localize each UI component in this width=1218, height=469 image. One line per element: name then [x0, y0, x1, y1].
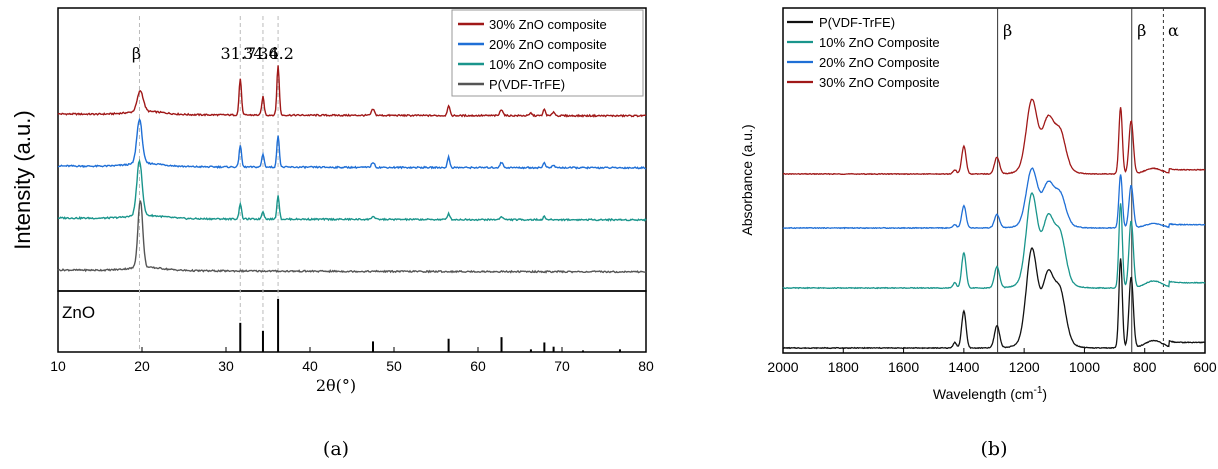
xrd-x-axis: 10 20 30 40 50 60 70 80	[50, 347, 654, 374]
ftir-x-tick-label-2: 1600	[888, 359, 919, 375]
ftir-series-group	[782, 98, 1206, 350]
xrd-x-tick-label-1: 20	[134, 358, 150, 374]
ftir-annotation-1: β	[1137, 21, 1146, 40]
ftir-annotation-0: β	[1003, 21, 1012, 40]
ftir-series-30-zno-composite	[783, 98, 1205, 176]
xrd-legend-label-0: 30% ZnO composite	[489, 17, 607, 32]
ftir-x-tick-label-3: 1400	[948, 359, 979, 375]
xrd-y-axis-label: Intensity (a.u.)	[10, 110, 35, 249]
xrd-x-tick-label-0: 10	[50, 358, 66, 374]
xrd-legend-label-2: 10% ZnO composite	[489, 57, 607, 72]
xrd-chart: 10 20 30 40 50 60 70 80 β 31.734.436.2 ZnO 30% Z…	[10, 7, 654, 460]
ftir-legend-label-0: P(VDF-TrFE)	[819, 15, 895, 30]
xrd-series-30-zno-composite	[57, 65, 647, 118]
xrd-annotations: β 31.734.436.2	[132, 44, 294, 63]
xrd-annotation-0: β	[132, 44, 141, 63]
xrd-series-p-vdf-trfe	[57, 200, 647, 274]
ftir-x-tick-label-0: 2000	[767, 359, 798, 375]
ftir-x-axis-label-sup: -1	[1034, 385, 1043, 396]
ftir-x-axis-label-main: Wavelength (cm	[933, 386, 1034, 402]
ftir-legend: P(VDF-TrFE) 10% ZnO Composite 20% ZnO Comp…	[787, 15, 940, 90]
ftir-x-tick-label-1: 1800	[828, 359, 859, 375]
xrd-series-20-zno-composite	[57, 117, 647, 170]
xrd-x-tick-label-5: 60	[470, 358, 486, 374]
xrd-x-tick-label-3: 40	[302, 358, 318, 374]
xrd-reference-frame	[57, 290, 647, 353]
ftir-legend-label-2: 20% ZnO Composite	[819, 55, 940, 70]
ftir-x-tick-label-4: 1200	[1009, 359, 1040, 375]
xrd-x-tick-label-7: 80	[638, 358, 654, 374]
ftir-x-tick-label-5: 1000	[1069, 359, 1100, 375]
ftir-series-20-zno-composite	[782, 167, 1206, 230]
ftir-series-p-vdf-trfe	[783, 247, 1206, 350]
ftir-frame	[782, 7, 1206, 354]
ftir-x-tick-label-6: 800	[1133, 359, 1157, 375]
ftir-y-axis-label: Absorbance (a.u.)	[739, 124, 755, 235]
xrd-reference-sticks	[239, 299, 621, 352]
ftir-chart: 2000 1800 1600 1400 1200 1000 800 600 β β α P(VDF…	[739, 7, 1217, 460]
xrd-legend-label-1: 20% ZnO composite	[489, 37, 607, 52]
xrd-peak-guides	[138, 16, 279, 352]
xrd-legend-label-3: P(VDF-TrFE)	[489, 77, 565, 92]
xrd-series-group	[57, 65, 647, 274]
xrd-annotation-2: 34.4	[243, 44, 279, 63]
xrd-x-tick-label-2: 30	[218, 358, 234, 374]
ftir-legend-label-1: 10% ZnO Composite	[819, 35, 940, 50]
ftir-x-axis: 2000 1800 1600 1400 1200 1000 800 600	[767, 348, 1217, 375]
ftir-x-axis-label: Wavelength (cm-1)	[933, 385, 1047, 402]
ftir-legend-label-3: 30% ZnO Composite	[819, 75, 940, 90]
xrd-x-tick-label-6: 70	[554, 358, 570, 374]
ftir-x-axis-label-suffix: )	[1042, 386, 1047, 402]
ftir-series-10-zno-composite	[782, 192, 1206, 290]
zno-reference-label: ZnO	[62, 303, 95, 322]
caption-a: (a)	[323, 438, 349, 460]
xrd-annotation-1: 31.7	[220, 44, 256, 63]
xrd-annotation-3: 36.2	[258, 44, 294, 63]
ftir-annotation-2: α	[1168, 21, 1179, 40]
ftir-x-tick-label-7: 600	[1193, 359, 1217, 375]
xrd-x-tick-label-4: 50	[386, 358, 402, 374]
caption-b: (b)	[981, 438, 1008, 460]
ftir-band-markers	[997, 8, 1164, 353]
xrd-series-10-zno-composite	[57, 158, 647, 222]
xrd-x-axis-label: 2θ(°)	[316, 376, 356, 395]
xrd-legend: 30% ZnO composite 20% ZnO composite 10% Zn…	[451, 9, 644, 97]
